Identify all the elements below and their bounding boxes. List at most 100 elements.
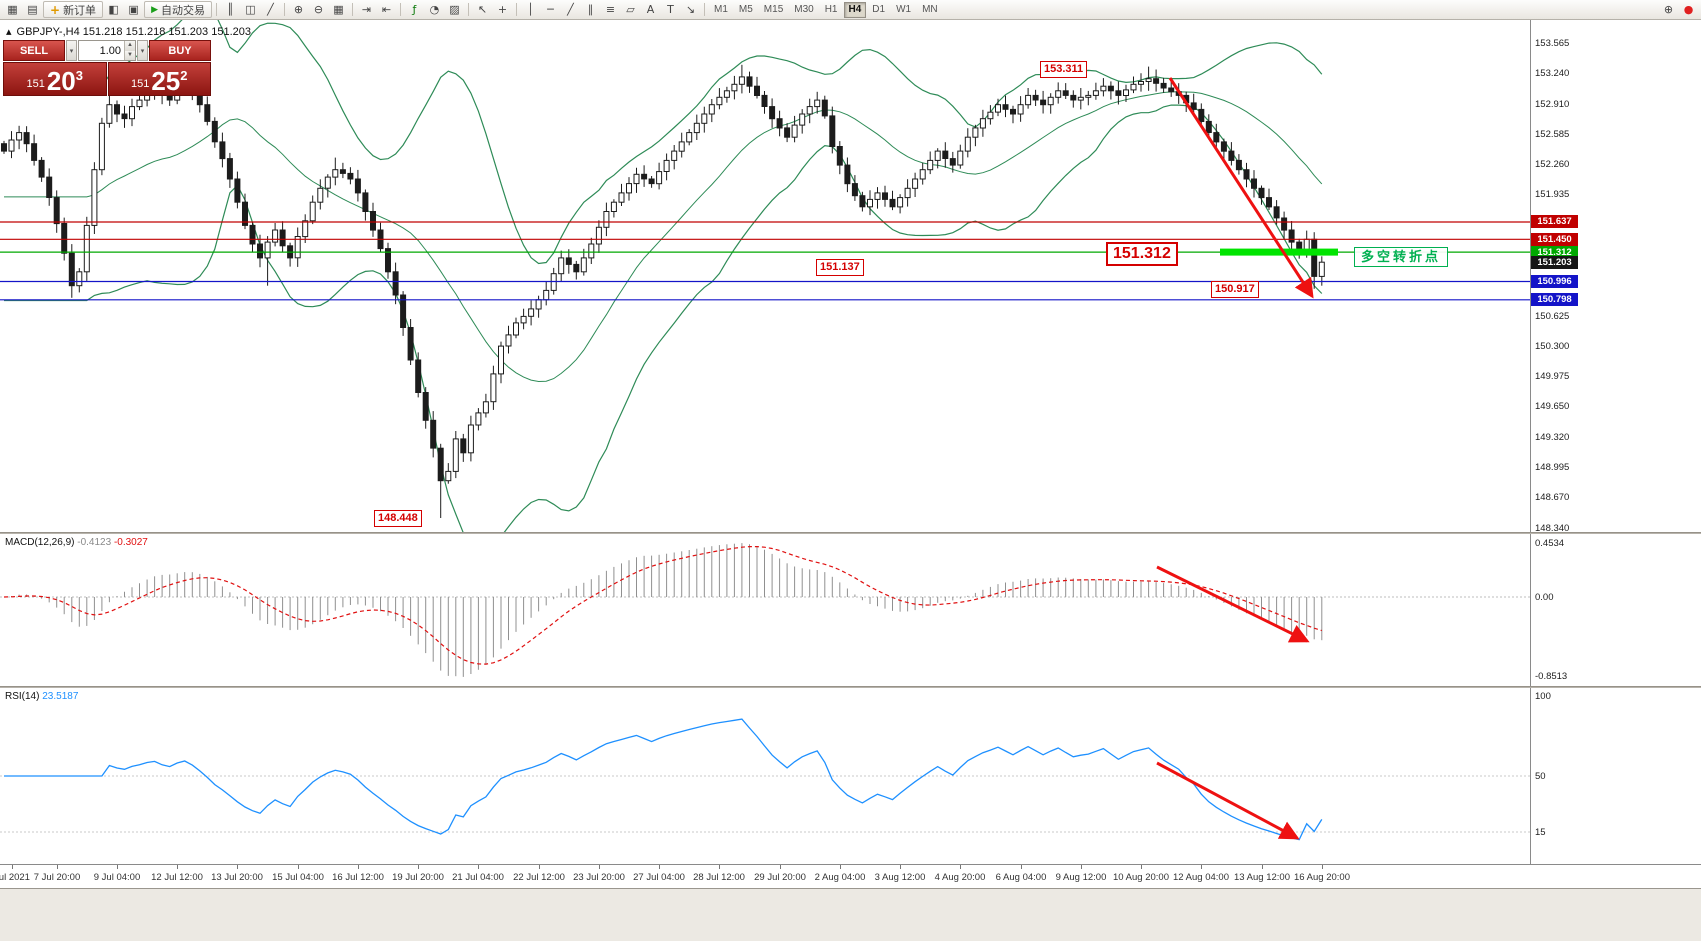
price-axis[interactable] xyxy=(1531,20,1701,888)
new-chart-icon[interactable]: ▦ xyxy=(3,1,22,18)
time-axis-label: 12 Jul 12:00 xyxy=(151,872,203,883)
time-axis-label: 12 Aug 04:00 xyxy=(1173,872,1229,883)
timeframe-m1[interactable]: M1 xyxy=(709,2,733,18)
timeframe-h1[interactable]: H1 xyxy=(820,2,843,18)
cursor-icon[interactable]: ↖ xyxy=(473,1,492,18)
charts-grid-icon[interactable]: ◧ xyxy=(104,1,123,18)
turning-point-label[interactable]: 多空转折点 xyxy=(1354,247,1449,267)
main-chart-pane[interactable] xyxy=(0,20,1530,532)
time-axis-label: Jul 2021 xyxy=(0,872,30,883)
vertical-line-icon[interactable]: │ xyxy=(521,1,540,18)
pane-separator[interactable] xyxy=(0,532,1701,534)
auto-scroll-icon[interactable]: ⇥ xyxy=(357,1,376,18)
time-axis-tick xyxy=(1081,865,1082,869)
price-annotation[interactable]: 151.312 xyxy=(1106,242,1178,266)
toolbar-group-right: ⊕ ● xyxy=(1659,1,1698,18)
buy-dropdown-caret[interactable]: ▾ xyxy=(137,40,148,61)
lot-spin-down[interactable]: ▼ xyxy=(125,50,135,60)
label-icon[interactable]: T xyxy=(661,1,680,18)
price-axis-label: 150.625 xyxy=(1535,311,1570,322)
macd-pane[interactable] xyxy=(0,534,1530,686)
price-annotation[interactable]: 150.917 xyxy=(1211,281,1259,298)
pane-separator[interactable] xyxy=(0,686,1701,688)
timeframe-w1[interactable]: W1 xyxy=(891,2,916,18)
new-order-button[interactable]: + 新订单 xyxy=(43,1,104,18)
time-axis-label: 13 Jul 20:00 xyxy=(211,872,263,883)
lot-spin-up[interactable]: ▲ xyxy=(125,41,135,51)
price-annotation[interactable]: 148.448 xyxy=(374,510,422,527)
macd-signal-value: -0.3027 xyxy=(113,537,148,548)
sell-price-sup: 3 xyxy=(75,68,83,83)
time-axis-label: 16 Aug 20:00 xyxy=(1294,872,1350,883)
time-axis-tick xyxy=(1262,865,1263,869)
sell-button[interactable]: SELL xyxy=(3,40,65,61)
time-axis-label: 7 Jul 20:00 xyxy=(33,872,81,883)
support-zone[interactable] xyxy=(1220,248,1338,256)
timeframe-m5[interactable]: M5 xyxy=(734,2,758,18)
toolbar-group-windows: ◧ ▣ xyxy=(104,1,143,18)
bottom-spacer xyxy=(0,888,1701,941)
rsi-pane[interactable] xyxy=(0,688,1530,864)
templates-icon[interactable]: ▨ xyxy=(445,1,464,18)
periods-icon[interactable]: ◔ xyxy=(425,1,444,18)
chart-shift-icon[interactable]: ⇤ xyxy=(377,1,396,18)
zoom-out-icon[interactable]: ⊖ xyxy=(309,1,328,18)
sell-dropdown-caret[interactable]: ▾ xyxy=(66,40,77,61)
indicators-icon[interactable]: ƒ xyxy=(405,1,424,18)
lot-value[interactable]: 1.00 xyxy=(99,44,121,57)
price-axis-label: 149.320 xyxy=(1535,432,1570,443)
shapes-icon[interactable]: ▱ xyxy=(621,1,640,18)
lot-spinner[interactable]: ▲ ▼ xyxy=(124,41,135,60)
crosshair-icon[interactable]: + xyxy=(493,1,512,18)
toolbar-separator xyxy=(703,3,705,16)
time-axis-label: 15 Jul 04:00 xyxy=(272,872,324,883)
buy-price-box[interactable]: 151 25 2 xyxy=(107,62,211,96)
trend-arrow-main[interactable] xyxy=(1168,77,1314,299)
bar-chart-icon[interactable]: ║ xyxy=(221,1,240,18)
price-tag: 151.312 xyxy=(1531,246,1578,259)
timeframe-d1[interactable]: D1 xyxy=(867,2,890,18)
price-annotation[interactable]: 153.311 xyxy=(1040,61,1088,78)
horizontal-line-icon[interactable]: ─ xyxy=(541,1,560,18)
time-axis-label: 23 Jul 20:00 xyxy=(573,872,625,883)
sell-price-box[interactable]: 151 20 3 xyxy=(3,62,107,96)
timeframe-h4[interactable]: H4 xyxy=(843,1,867,18)
macd-axis-label: 0.00 xyxy=(1535,592,1554,603)
arrows-icon[interactable]: ↘ xyxy=(681,1,700,18)
time-axis-label: 6 Aug 04:00 xyxy=(995,872,1047,883)
price-tag: 150.996 xyxy=(1531,275,1578,288)
lot-field[interactable]: 1.00 ▲ ▼ xyxy=(78,40,136,61)
rsi-axis-label: 100 xyxy=(1535,691,1551,702)
auto-trading-button[interactable]: ▶ 自动交易 xyxy=(144,1,212,18)
status-icon[interactable]: ● xyxy=(1679,1,1698,18)
timeframe-m15[interactable]: M15 xyxy=(759,2,788,18)
trend-arrow-rsi[interactable] xyxy=(1156,761,1300,840)
price-annotation[interactable]: 151.137 xyxy=(816,259,864,276)
search-icon[interactable]: ⊕ xyxy=(1659,1,1678,18)
timeframe-mn[interactable]: MN xyxy=(917,2,943,18)
tile-windows-icon[interactable]: ▦ xyxy=(329,1,348,18)
price-tag: 151.450 xyxy=(1531,233,1578,246)
one-click-toggle[interactable]: ▴ xyxy=(6,26,12,38)
channel-icon[interactable]: ∥ xyxy=(581,1,600,18)
price-axis-label: 152.585 xyxy=(1535,129,1570,140)
strategy-tester-icon[interactable]: ▣ xyxy=(124,1,143,18)
trend-arrow-macd[interactable] xyxy=(1156,565,1310,643)
timeframe-m30[interactable]: M30 xyxy=(789,2,818,18)
line-chart-icon[interactable]: ╱ xyxy=(261,1,280,18)
fibonacci-icon[interactable]: ≡ xyxy=(601,1,620,18)
buy-price-sup: 2 xyxy=(180,68,188,83)
time-axis-tick xyxy=(840,865,841,869)
chart-profiles-icon[interactable]: ▤ xyxy=(23,1,42,18)
buy-button[interactable]: BUY xyxy=(149,40,211,61)
time-axis-tick xyxy=(117,865,118,869)
candlestick-icon[interactable]: ◫ xyxy=(241,1,260,18)
play-icon: ▶ xyxy=(151,4,158,15)
quote-line: ▴ GBPJPY-,H4 151.218 151.218 151.203 151… xyxy=(6,25,251,39)
toolbar-separator xyxy=(515,3,517,16)
text-icon[interactable]: A xyxy=(641,1,660,18)
trendline-icon[interactable]: ╱ xyxy=(561,1,580,18)
toolbar-group-tools: ║ ◫ ╱ ⊕ ⊖ ▦ ⇥ ⇤ ƒ ◔ ▨ ↖ + │ ─ ╱ ∥ ≡ ▱ A T ↘ xyxy=(213,1,708,18)
zoom-in-icon[interactable]: ⊕ xyxy=(289,1,308,18)
